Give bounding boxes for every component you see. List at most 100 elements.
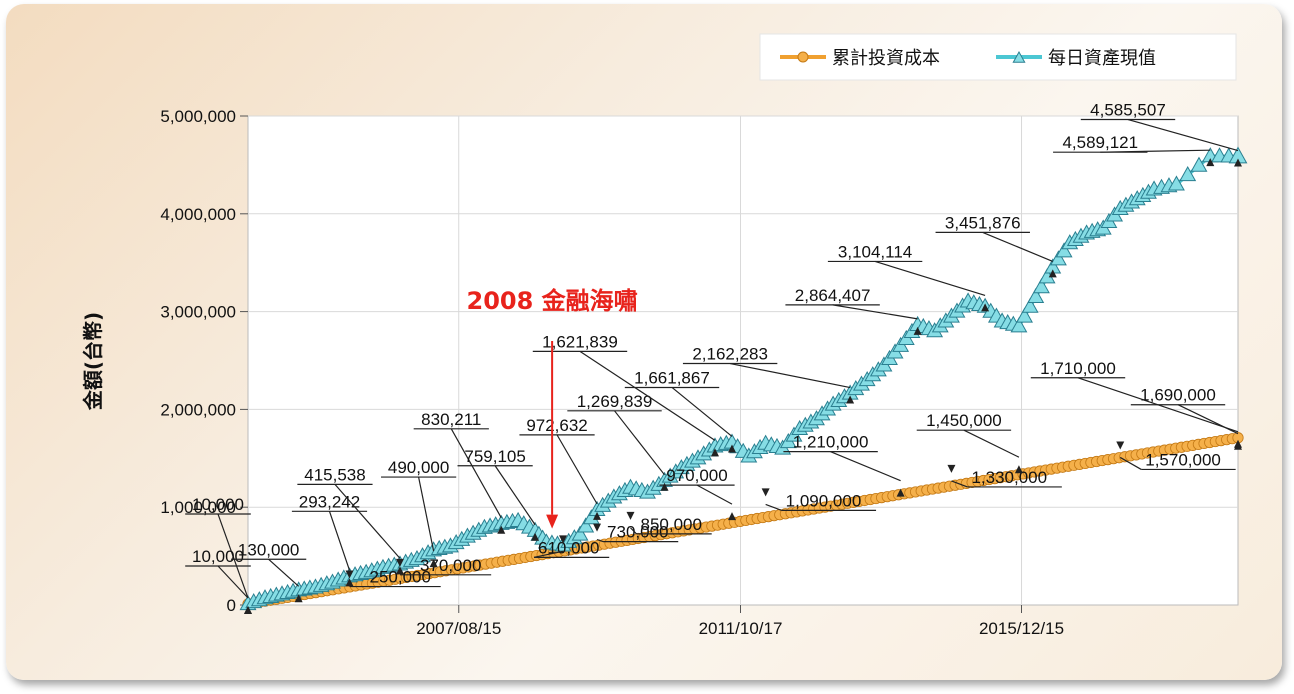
data-label: 415,538 xyxy=(304,465,365,484)
label-leader-line xyxy=(334,483,401,559)
label-arrowhead xyxy=(429,559,438,568)
label-leader-line xyxy=(1177,404,1239,435)
data-label: 1,450,000 xyxy=(926,411,1002,430)
label-arrowhead xyxy=(710,448,719,457)
data-label: 970,000 xyxy=(666,466,727,485)
label-leader-line xyxy=(1127,118,1239,152)
data-label: 250,000 xyxy=(369,568,430,587)
data-label: 1,621,839 xyxy=(542,332,618,351)
label-leader-line xyxy=(533,550,564,558)
y-axis-ticks: 0 1,000,000 2,000,000 3,000,000 4,000,000 5,0… xyxy=(160,107,248,615)
data-label: 730,000 xyxy=(607,523,668,542)
data-label: 130,000 xyxy=(238,540,299,559)
asset-point xyxy=(1167,175,1185,191)
data-label: 1,710,000 xyxy=(1040,359,1116,378)
label-leader-line xyxy=(596,539,604,543)
label-arrowhead xyxy=(761,488,770,497)
y-tick-label: 0 xyxy=(227,596,236,615)
label-arrowhead xyxy=(660,482,669,491)
data-label: 370,000 xyxy=(420,556,481,575)
data-label-layer: 10,00010,000130,000250,000293,242370,000… xyxy=(185,101,1242,615)
label-leader-line xyxy=(730,362,851,389)
asset-point xyxy=(1055,242,1073,258)
label-leader-line xyxy=(418,476,435,552)
label-arrowhead xyxy=(1116,441,1125,450)
annotation-text: 2008 金融海嘯 xyxy=(467,287,638,315)
label-arrowhead xyxy=(1234,441,1242,450)
asset-point xyxy=(1190,156,1208,172)
label-leader-line xyxy=(268,558,300,587)
asset-point xyxy=(1032,278,1050,294)
label-leader-line xyxy=(494,465,536,526)
data-label: 10,000 xyxy=(192,547,244,566)
asset-point xyxy=(1021,297,1039,313)
data-label: 1,570,000 xyxy=(1145,450,1221,469)
legend-label-asset: 每日資產現值 xyxy=(1048,48,1156,69)
label-leader-line xyxy=(450,428,502,519)
label-arrowhead xyxy=(846,395,855,404)
label-leader-line xyxy=(982,231,1053,262)
label-arrowhead xyxy=(345,570,354,579)
label-leader-line xyxy=(765,503,782,511)
label-arrowhead xyxy=(345,578,354,587)
label-arrowhead xyxy=(626,511,635,520)
label-leader-line xyxy=(217,565,249,599)
label-arrowhead xyxy=(395,558,404,567)
y-tick-label: 3,000,000 xyxy=(160,303,236,322)
y-tick-label: 1,000,000 xyxy=(160,498,236,517)
data-label: 1,330,000 xyxy=(971,468,1047,487)
label-leader-line xyxy=(696,484,733,505)
asset-point xyxy=(577,517,595,533)
label-arrowhead xyxy=(294,594,303,603)
chart-frame: 0 1,000,000 2,000,000 3,000,000 4,000,000 5,0… xyxy=(6,4,1282,680)
data-label: 3,451,876 xyxy=(945,213,1021,232)
label-arrowhead xyxy=(395,566,404,575)
asset-point xyxy=(1016,307,1033,323)
data-label: 2,162,283 xyxy=(692,345,768,364)
data-label: 4,585,507 xyxy=(1090,101,1166,120)
asset-point xyxy=(1010,317,1028,333)
data-label: 759,105 xyxy=(464,447,525,466)
data-label: 830,211 xyxy=(421,410,481,429)
label-arrowhead xyxy=(728,512,736,521)
label-leader-line xyxy=(1119,456,1142,470)
label-arrowhead xyxy=(244,606,252,615)
label-arrowhead xyxy=(896,488,905,497)
label-arrowhead xyxy=(913,326,922,335)
label-arrowhead xyxy=(497,525,506,534)
label-leader-line xyxy=(1100,149,1211,153)
legend-label-cost: 累計投資成本 xyxy=(832,48,940,69)
data-label: 1,269,839 xyxy=(577,392,653,411)
x-tick-label: 2011/10/17 xyxy=(699,619,783,638)
annotation-layer: 2008 金融海嘯 xyxy=(467,287,638,529)
label-leader-line xyxy=(614,410,665,476)
label-arrowhead xyxy=(593,511,602,520)
legend: 累計投資成本 每日資產現值 xyxy=(759,33,1237,81)
data-label: 972,632 xyxy=(526,416,587,435)
data-label: 2,864,407 xyxy=(795,286,871,305)
label-leader-line xyxy=(671,387,733,437)
label-arrowhead xyxy=(559,535,568,544)
label-leader-line xyxy=(556,434,598,505)
data-label: 1,210,000 xyxy=(793,433,869,452)
data-label: 293,242 xyxy=(299,492,360,511)
data-label: 3,104,114 xyxy=(838,242,912,261)
asset-point xyxy=(1179,166,1197,182)
data-label: 1,661,867 xyxy=(634,368,710,387)
label-arrowhead xyxy=(981,303,990,312)
data-label: 10,000 xyxy=(192,495,244,514)
x-axis-ticks: 2007/08/15 2011/10/17 2015/12/15 xyxy=(416,605,1064,638)
data-label: 1,090,000 xyxy=(786,491,862,510)
label-arrowhead xyxy=(1206,158,1215,167)
line-chart: 0 1,000,000 2,000,000 3,000,000 4,000,000 5,0… xyxy=(81,33,1248,638)
y-axis-label: 金額(台幣) xyxy=(81,312,105,411)
asset-point xyxy=(571,525,589,541)
legend-marker-asset xyxy=(1012,50,1026,63)
label-leader-line xyxy=(579,350,716,441)
data-label: 490,000 xyxy=(388,458,449,477)
legend-marker-cost xyxy=(797,51,809,63)
y-tick-label: 4,000,000 xyxy=(160,205,236,224)
label-leader-line xyxy=(630,527,637,535)
data-label: 1,690,000 xyxy=(1140,386,1216,405)
annotation-arrowhead xyxy=(546,514,559,529)
